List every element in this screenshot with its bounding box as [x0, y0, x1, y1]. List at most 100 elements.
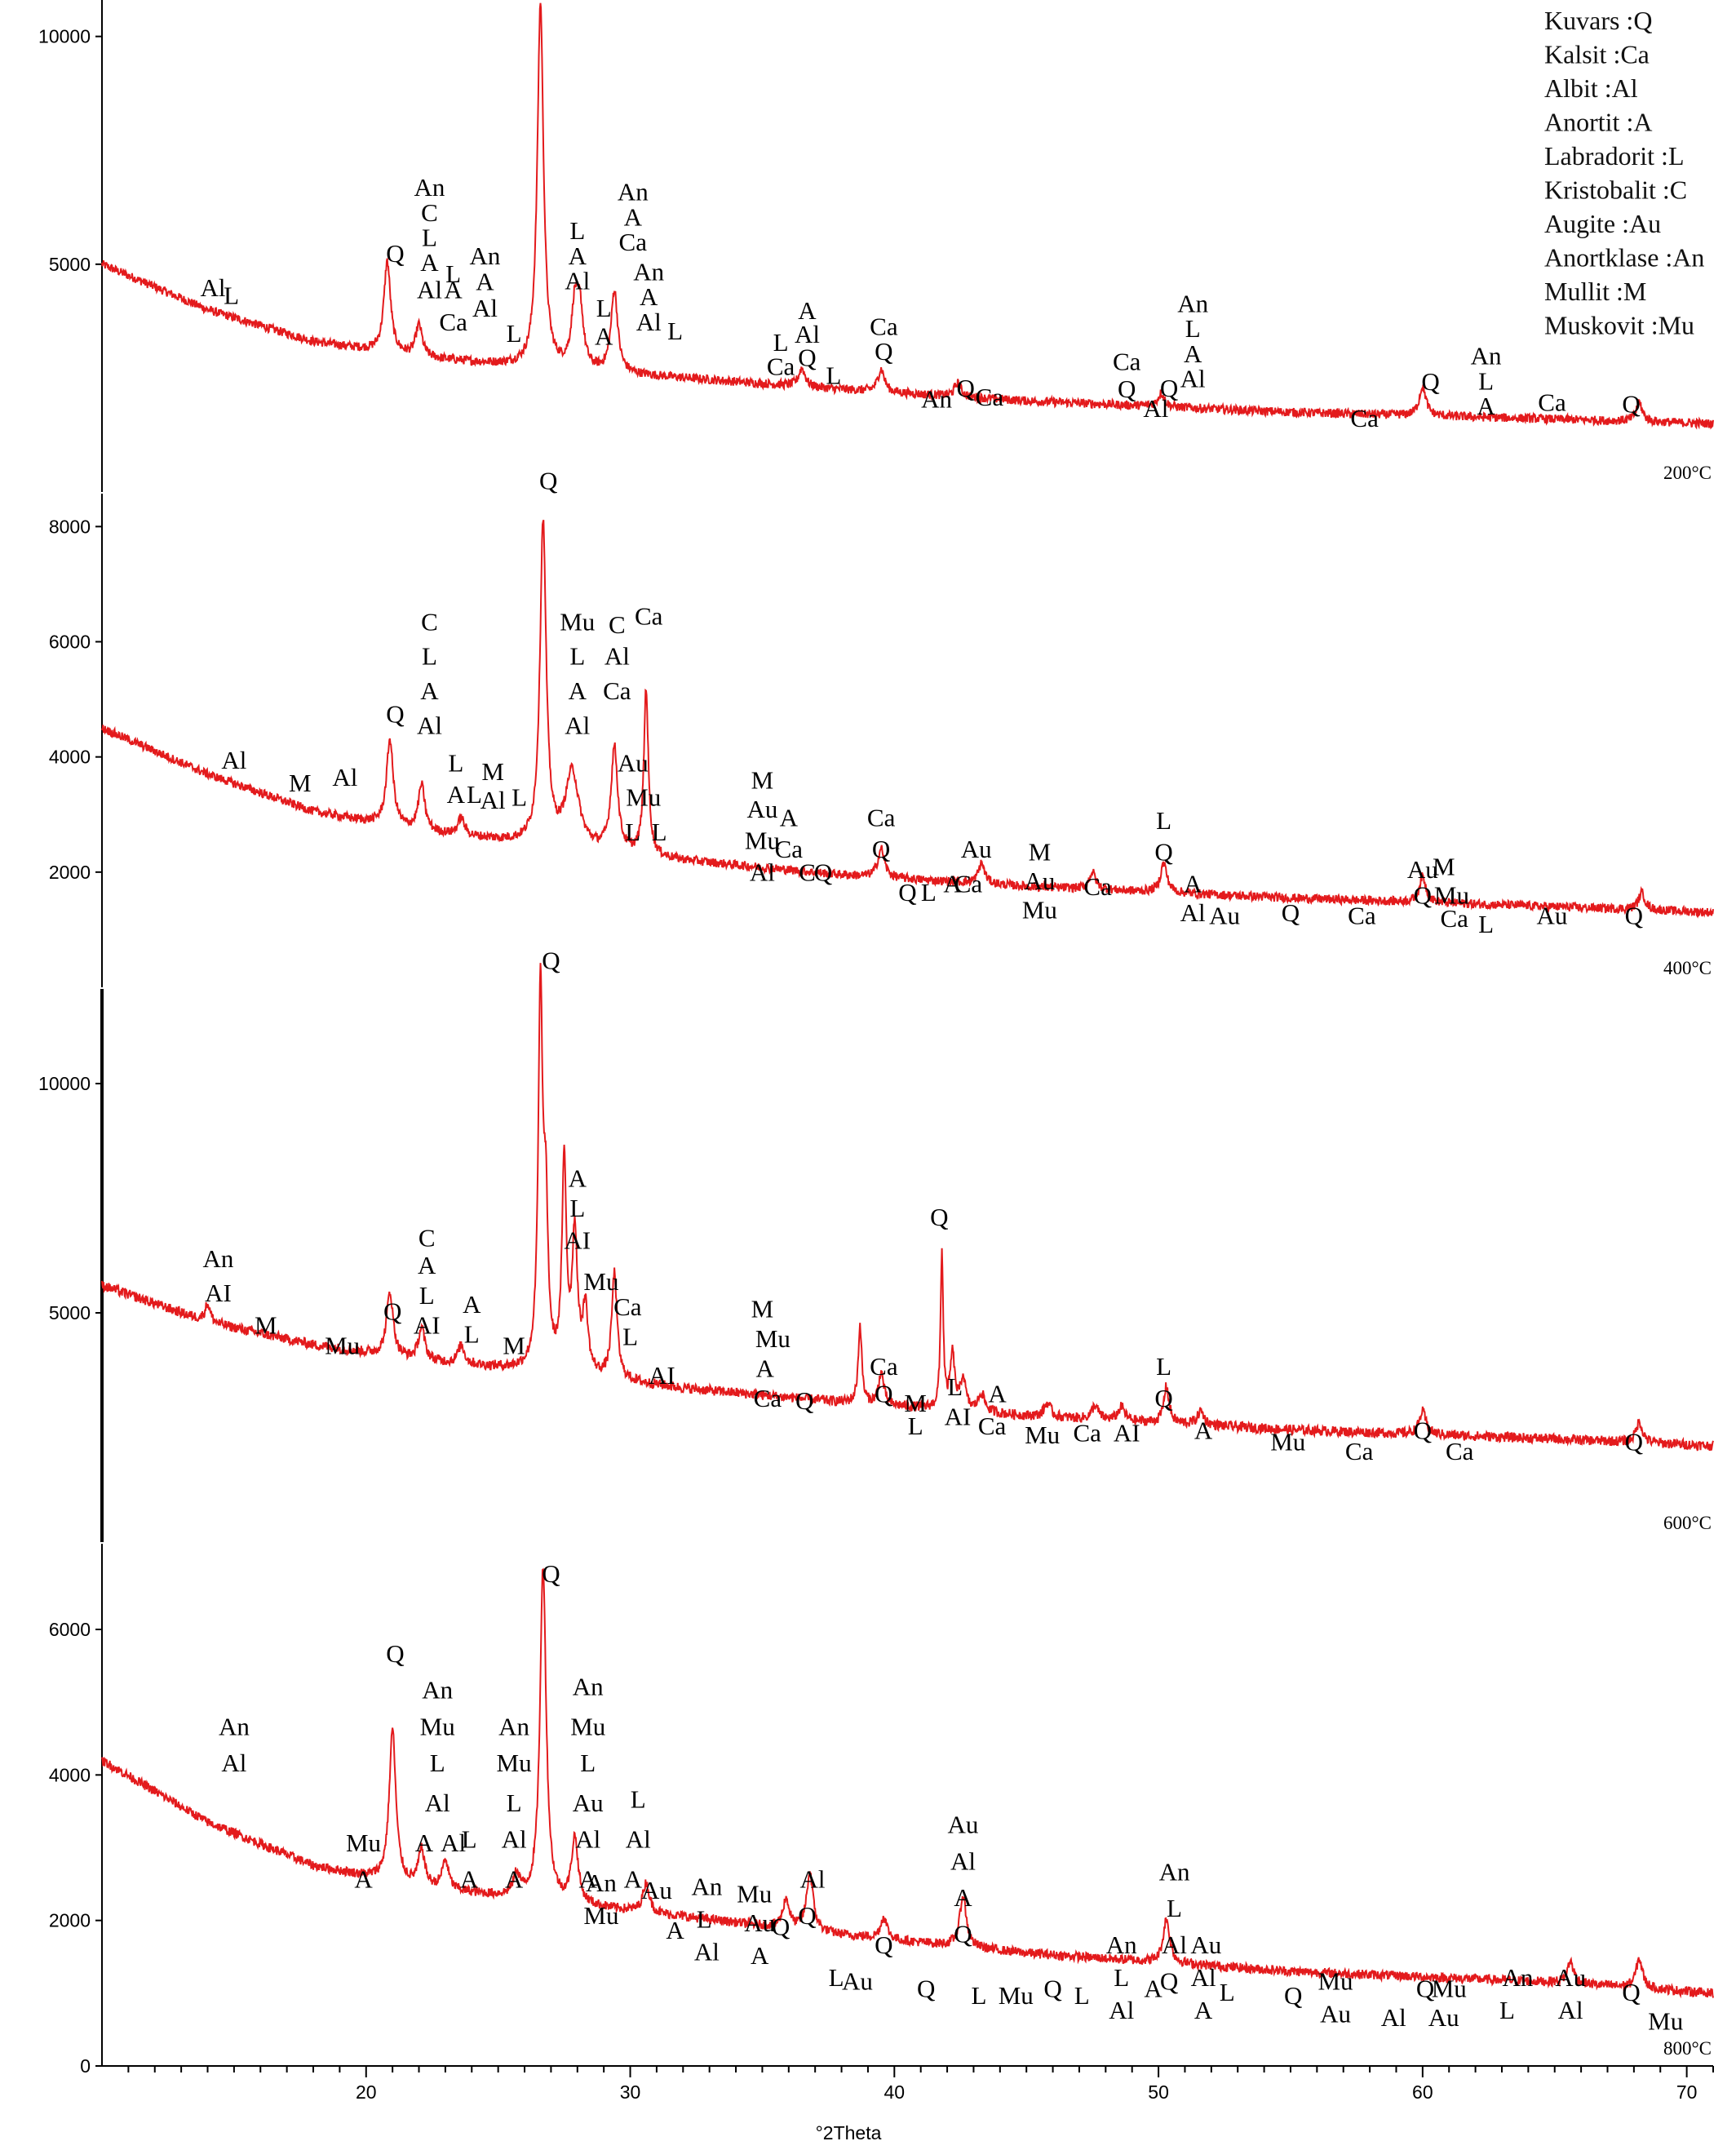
peak-label: L	[569, 216, 585, 245]
peak-label: Al	[1180, 898, 1206, 927]
peak-label: Mu	[1025, 1421, 1060, 1449]
peak-label: C	[799, 858, 816, 886]
peak-label: Mu	[1022, 895, 1057, 924]
peak-label: Ca	[1350, 404, 1379, 432]
peak-label: L	[580, 1749, 596, 1777]
peak-label: Al	[332, 763, 357, 791]
legend-entry: Albit :Al	[1544, 73, 1638, 103]
xrd-panels: 500010000AlLQAnCLAAlLACaAnAAlLQLAAlLAAnA…	[38, 0, 1714, 2077]
peak-label: L	[419, 1281, 435, 1310]
peak-label: Q	[1154, 1384, 1172, 1412]
peak-label: A	[569, 676, 587, 705]
peak-label: A	[420, 676, 439, 705]
peak-label: An	[414, 173, 445, 202]
peak-label: L	[829, 1963, 844, 1992]
peak-label: Mu	[570, 1712, 605, 1740]
peak-label: L	[1114, 1963, 1129, 1992]
peak-label: Au	[1537, 901, 1568, 929]
peak-label: L	[596, 294, 612, 322]
peak-label: Ca	[1348, 901, 1376, 929]
peak-label: Q	[930, 1203, 948, 1231]
peak-label: Ca	[1345, 1437, 1374, 1465]
peak-label: An	[633, 257, 664, 286]
peak-label: Q	[875, 1931, 892, 1959]
peak-label: Q	[1160, 374, 1178, 402]
peak-label: L	[1499, 1996, 1515, 2024]
legend-entry: Kalsit :Ca	[1544, 40, 1650, 69]
x-axis-title: °2Theta	[816, 2122, 882, 2143]
peak-label: Q	[957, 374, 975, 402]
peak-label: Al	[200, 273, 225, 302]
peak-label: A	[460, 1865, 479, 1894]
peak-label: Au	[961, 835, 992, 863]
legend-entry: Mullit :M	[1544, 277, 1646, 306]
peak-label: An	[1471, 342, 1502, 370]
peak-label: Q	[814, 858, 832, 886]
peak-label: Q	[1625, 1428, 1643, 1456]
peak-label: L	[622, 1322, 638, 1350]
peak-label: Ca	[976, 383, 1004, 411]
y-tick-label: 2000	[49, 1910, 91, 1931]
peak-label: Ca	[1113, 347, 1141, 375]
peak-label: A	[988, 1380, 1007, 1408]
peak-label: C	[421, 198, 438, 227]
legend: Kuvars :Q Kalsit :Ca Albit :Al Anortit :A La…	[1544, 6, 1704, 340]
peak-label: A	[666, 1916, 684, 1944]
peak-label: Al	[565, 267, 590, 295]
peak-label: Ca	[613, 1292, 642, 1321]
peak-label: Al	[795, 320, 820, 348]
peak-label: Q	[1154, 838, 1172, 867]
peak-label: C	[418, 1224, 436, 1252]
peak-label: L	[422, 224, 437, 252]
peak-label: Mu	[1318, 1966, 1353, 1995]
peak-label: M	[751, 765, 774, 794]
peak-label: An	[219, 1712, 250, 1740]
peak-label: Ca	[870, 1352, 898, 1381]
peak-label: Q	[795, 1386, 813, 1415]
peak-label: A	[447, 780, 466, 809]
peak-label: Ca	[978, 1412, 1007, 1440]
peak-label: Mu	[745, 827, 780, 855]
y-tick-label: 4000	[49, 747, 91, 768]
peak-label: A	[444, 276, 463, 304]
peak-label: L	[667, 317, 683, 345]
peak-label: Au	[744, 1908, 775, 1937]
peak-label: Al	[1191, 1963, 1216, 1992]
peak-label: Al	[480, 786, 506, 814]
peak-label: Al	[417, 711, 442, 739]
peak-label: Q	[1416, 1974, 1434, 2002]
peak-label: L	[826, 361, 841, 390]
peak-label: Al	[417, 276, 442, 304]
peak-label: Au	[842, 1966, 873, 1995]
peak-label: A	[1194, 1416, 1213, 1445]
peak-label: A	[1184, 870, 1202, 898]
y-tick-label: 6000	[49, 1619, 91, 1640]
peak-label: L	[445, 259, 461, 288]
peak-label: Au	[1407, 855, 1438, 884]
y-tick-label: 10000	[38, 1073, 91, 1094]
peak-label: Mu	[737, 1879, 772, 1908]
peak-label: Au	[573, 1789, 604, 1817]
peak-label: L	[569, 1194, 585, 1222]
peak-label: Ca	[1073, 1418, 1101, 1447]
peak-label: Mu	[325, 1332, 360, 1360]
peak-label: Ca	[439, 308, 467, 336]
peak-label: Al	[221, 1749, 246, 1777]
peak-label: L	[625, 818, 640, 846]
peak-label: Q	[539, 466, 557, 494]
peak-label: Al	[950, 1846, 976, 1875]
peak-label: Q	[872, 835, 890, 863]
peak-label: Q	[1414, 1416, 1432, 1445]
peak-label: Au	[1428, 2003, 1459, 2032]
peak-label: Q	[898, 878, 916, 907]
peak-label: L	[1167, 1894, 1182, 1922]
peak-label: C	[421, 607, 438, 636]
peak-label: A	[943, 870, 962, 898]
peak-label: L	[947, 1372, 963, 1401]
peak-label: Q	[772, 1913, 790, 1941]
peak-label: Ca	[1083, 872, 1112, 901]
peak-label: Ca	[775, 835, 804, 863]
peak-label: Ca	[954, 870, 983, 898]
